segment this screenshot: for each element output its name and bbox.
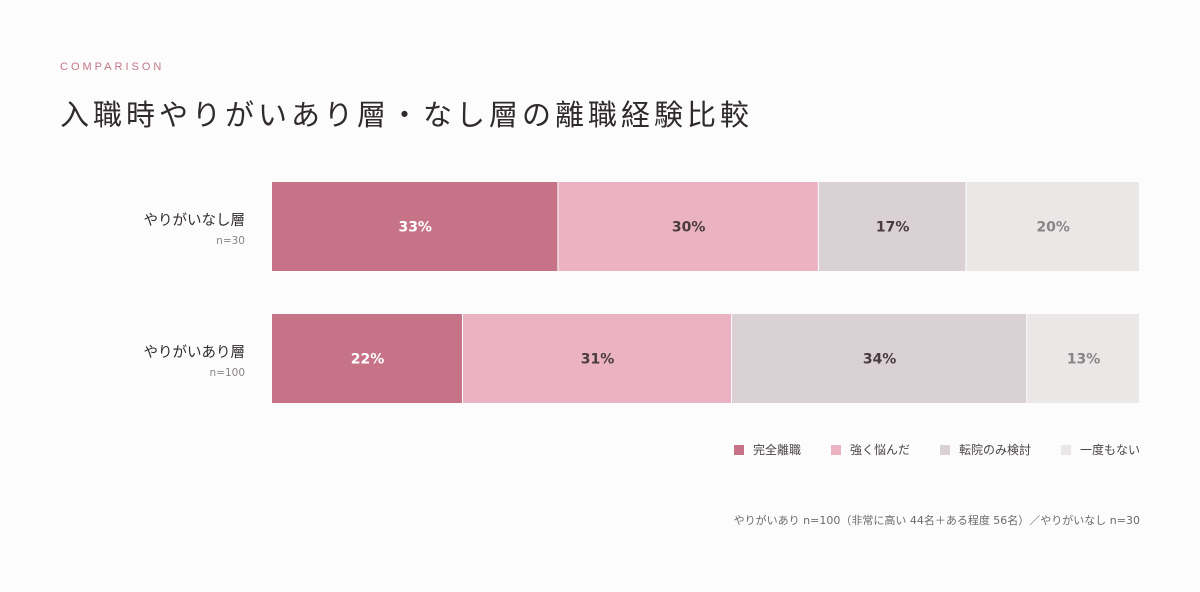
legend-swatch — [830, 444, 841, 455]
data-label: 33% — [398, 220, 432, 236]
legend-item: 強く悩んだ — [830, 441, 910, 458]
legend-item: 転院のみ検討 — [939, 441, 1031, 458]
legend-label: 転院のみ検討 — [958, 443, 1031, 457]
legend-item: 完全離職 — [733, 441, 801, 458]
data-label: 13% — [1067, 352, 1101, 368]
data-label: 31% — [581, 352, 615, 368]
bar-row: 22% 31% 34% 13% — [272, 314, 1139, 403]
footnote: やりがいあり n=100（非常に高い 44名＋ある程度 56名）／やりがいなし … — [733, 514, 1140, 527]
bar-segment — [966, 182, 1139, 271]
chart-title: 入職時やりがいあり層・なし層の離職経験比較 — [60, 98, 754, 132]
bar-segment — [558, 182, 818, 271]
legend-label: 完全離職 — [752, 443, 801, 457]
bar-segment — [272, 314, 462, 403]
row-label-0: やりがいなし層 n=30 — [144, 209, 246, 247]
bar-segment — [732, 314, 1027, 403]
legend-swatch — [939, 444, 950, 455]
row-label-sample-size: n=100 — [209, 367, 246, 379]
row-label-name: やりがいなし層 — [143, 213, 246, 229]
legend-swatch — [1060, 444, 1071, 455]
eyebrow-label: COMPARISON — [60, 61, 165, 73]
row-label-name: やりがいあり層 — [143, 345, 246, 361]
legend-item: 一度もない — [1060, 441, 1140, 458]
row-label-sample-size: n=30 — [216, 235, 245, 247]
legend-label: 一度もない — [1079, 443, 1140, 457]
data-label: 17% — [876, 220, 910, 236]
legend-swatch — [733, 444, 744, 455]
data-label: 20% — [1036, 220, 1070, 236]
bar-segment — [1027, 314, 1139, 403]
bar-row: 33% 30% 17% 20% — [272, 182, 1139, 271]
row-label-1: やりがいあり層 n=100 — [144, 341, 246, 379]
bar-segment — [818, 182, 966, 271]
data-label: 34% — [863, 352, 897, 368]
legend: 完全離職 強く悩んだ 転院のみ検討 一度もない — [733, 441, 1140, 458]
legend-label: 強く悩んだ — [849, 443, 910, 457]
data-label: 30% — [672, 220, 706, 236]
bar-segment — [462, 314, 732, 403]
data-label: 22% — [351, 352, 385, 368]
bar-segment — [272, 182, 558, 271]
